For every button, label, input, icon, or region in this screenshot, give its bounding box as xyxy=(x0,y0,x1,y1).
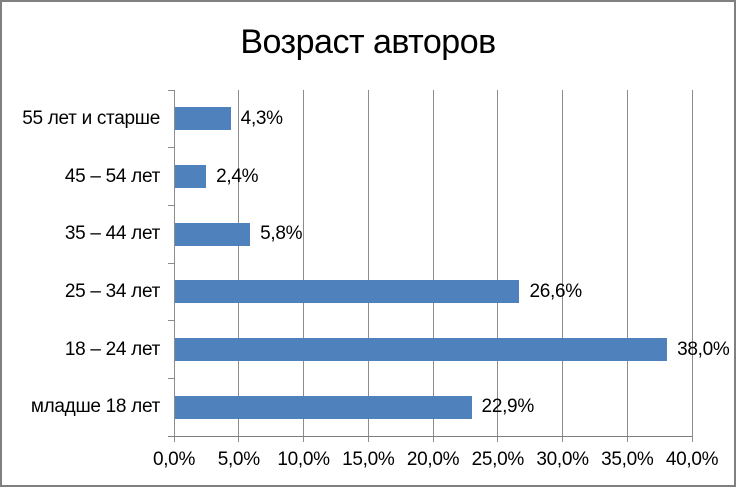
x-axis-tick-label: 20,0% xyxy=(406,449,460,470)
value-label: 4,3% xyxy=(240,107,283,129)
major-gridline xyxy=(367,90,369,442)
y-axis-tick xyxy=(168,204,174,206)
category-label: 45 – 54 лет xyxy=(64,165,160,187)
category-label: 18 – 24 лет xyxy=(64,338,160,360)
y-axis-tick xyxy=(168,320,174,322)
bar xyxy=(175,165,207,188)
bar xyxy=(175,395,472,419)
major-gridline xyxy=(562,90,563,442)
x-axis-tick-label: 10,0% xyxy=(277,449,330,470)
category-label: 35 – 44 лет xyxy=(64,223,160,245)
value-label: 2,4% xyxy=(216,165,259,187)
x-axis-tick-label: 35,0% xyxy=(601,449,654,470)
x-axis-tick-label: 40,0% xyxy=(665,449,719,470)
major-gridline xyxy=(626,90,628,442)
x-axis-tick-label: 25,0% xyxy=(471,449,525,470)
bar xyxy=(175,222,251,246)
major-gridline xyxy=(303,90,304,442)
bar xyxy=(175,107,231,131)
bar xyxy=(175,280,520,304)
value-label: 22,9% xyxy=(481,396,535,418)
major-gridline xyxy=(173,90,175,442)
y-axis-tick xyxy=(168,262,174,264)
chart-title: Возраст авторов xyxy=(240,23,496,61)
x-axis-tick-label: 30,0% xyxy=(536,449,589,470)
x-axis-tick-label: 15,0% xyxy=(342,449,395,470)
x-axis-tick-label: 0,0% xyxy=(152,449,196,470)
value-label: 5,8% xyxy=(260,223,303,245)
major-gridline xyxy=(432,90,434,442)
value-label: 26,6% xyxy=(529,280,582,302)
category-label: младше 18 лет xyxy=(30,396,160,418)
category-label: 55 лет и старше xyxy=(22,107,160,129)
major-gridline xyxy=(238,90,240,442)
value-label: 38,0% xyxy=(677,338,730,360)
bar xyxy=(175,338,668,361)
x-axis-tick-label: 5,0% xyxy=(217,449,260,470)
category-label: 25 – 34 лет xyxy=(64,280,160,302)
x-axis-line xyxy=(168,435,692,437)
y-axis-tick xyxy=(168,377,174,379)
major-gridline xyxy=(691,90,693,442)
major-gridline xyxy=(497,90,499,442)
y-axis-tick xyxy=(168,147,174,149)
y-axis-tick xyxy=(168,89,174,91)
